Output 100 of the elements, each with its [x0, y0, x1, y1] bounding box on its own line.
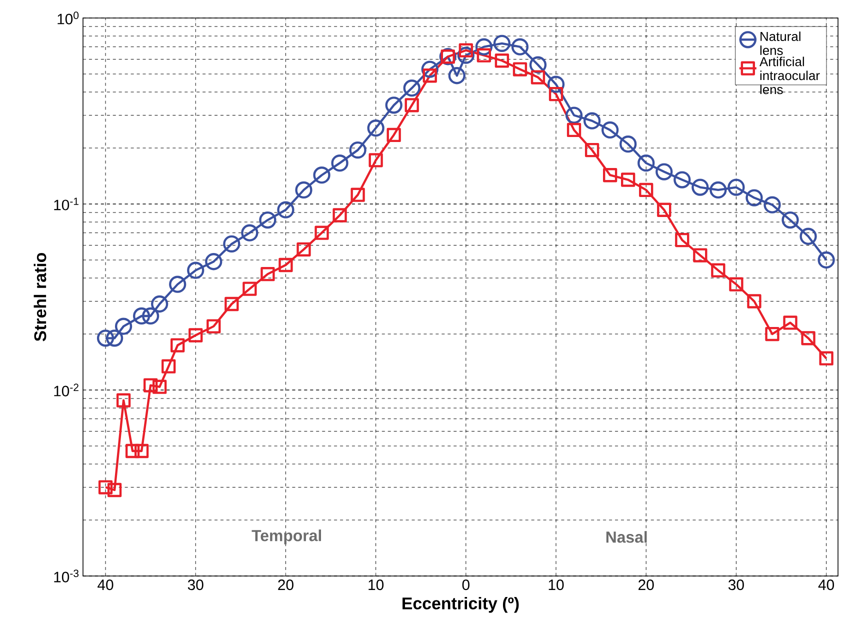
annotation: Nasal	[606, 531, 647, 543]
point	[134, 444, 149, 458]
point	[602, 168, 618, 182]
point	[259, 211, 276, 229]
point	[620, 136, 637, 153]
point	[350, 188, 365, 202]
point	[728, 178, 745, 196]
point	[162, 359, 176, 374]
point	[639, 182, 654, 198]
point	[494, 54, 510, 68]
point	[296, 242, 311, 256]
point	[710, 181, 727, 199]
point	[107, 482, 122, 498]
point	[132, 307, 150, 325]
point	[783, 316, 798, 330]
point	[674, 171, 691, 188]
point	[116, 393, 131, 408]
point	[277, 201, 294, 218]
point	[782, 211, 799, 229]
point	[206, 319, 221, 334]
point	[331, 154, 348, 172]
x-tick-label: 40	[98, 580, 114, 590]
point	[188, 328, 203, 342]
point	[693, 248, 708, 262]
point	[548, 86, 564, 102]
point	[675, 232, 690, 248]
point	[583, 112, 601, 130]
point	[142, 307, 160, 325]
point	[493, 34, 511, 52]
point	[224, 296, 239, 312]
point	[223, 235, 240, 252]
point	[313, 166, 330, 184]
point	[114, 318, 132, 335]
point	[692, 178, 709, 196]
x-tick-label: 10	[368, 580, 384, 590]
x-tick-label: 30	[728, 580, 744, 590]
annotation: Temporal	[252, 530, 322, 544]
point	[260, 267, 275, 282]
x-tick-label: 20	[638, 580, 654, 590]
point	[746, 189, 763, 206]
x-tick-label: 0	[462, 580, 470, 590]
point	[565, 106, 583, 124]
point	[125, 444, 140, 458]
point	[657, 202, 672, 217]
point	[332, 208, 347, 222]
point	[765, 326, 780, 342]
point	[368, 153, 383, 168]
point	[96, 330, 114, 347]
point	[747, 294, 762, 308]
point	[476, 48, 491, 62]
point	[511, 38, 529, 56]
point	[278, 258, 293, 272]
point	[601, 121, 619, 139]
point	[818, 251, 835, 269]
point	[547, 76, 565, 93]
point	[242, 282, 257, 296]
point	[98, 480, 113, 494]
point	[314, 226, 329, 240]
point	[169, 276, 186, 293]
point	[530, 70, 546, 84]
point	[764, 196, 781, 214]
legend-label: Artificial intraocular lens	[760, 56, 820, 94]
point	[819, 351, 834, 366]
point	[241, 224, 258, 242]
y-tick-label: 10$^{0}$	[58, 12, 79, 24]
y-tick-label: 10$^{-1}$	[54, 198, 78, 210]
point	[404, 98, 419, 112]
point	[458, 43, 473, 58]
point	[475, 38, 492, 56]
point	[151, 295, 168, 313]
point	[711, 263, 726, 278]
y-tick-label: 10$^{-2}$	[54, 384, 78, 396]
point	[295, 181, 312, 199]
point	[385, 96, 402, 114]
point	[170, 338, 185, 352]
x-tick-label: 40	[818, 580, 834, 590]
x-tick-label: 30	[188, 580, 204, 590]
point	[800, 228, 817, 245]
point	[106, 330, 124, 347]
point	[422, 68, 437, 83]
point	[729, 277, 744, 292]
point	[457, 46, 474, 64]
point	[367, 120, 384, 137]
point	[205, 253, 222, 270]
point	[386, 128, 401, 142]
point	[448, 67, 466, 84]
point	[621, 172, 636, 187]
x-tick-label: 20	[278, 580, 294, 590]
point	[187, 262, 204, 279]
point	[144, 378, 158, 392]
point	[566, 122, 582, 138]
point	[403, 80, 420, 97]
point	[656, 163, 673, 180]
point	[349, 141, 366, 159]
x-axis-title: Eccentricity (º)	[402, 596, 519, 613]
legend-label: Natural lens	[760, 32, 800, 56]
point	[421, 60, 438, 78]
y-tick-label: 10$^{-3}$	[54, 570, 79, 582]
x-tick-label: 10	[548, 580, 564, 590]
point	[801, 331, 816, 346]
